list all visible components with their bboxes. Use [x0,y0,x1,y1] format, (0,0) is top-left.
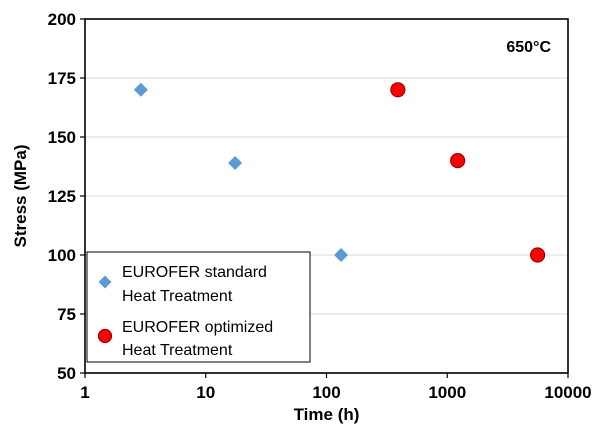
legend-box [86,251,311,363]
x-tick-label: 1 [80,383,89,402]
temperature-annotation: 650°C [506,39,551,56]
x-axis-ticks: 1 10 100 1000 10000 [80,373,592,402]
data-point-standard [334,248,349,262]
data-points [133,82,546,263]
legend-entry-optimized: EUROFER optimized Heat Treatment [97,319,273,359]
x-tick-label: 1000 [428,383,466,402]
y-tick-label: 75 [57,305,76,324]
legend-label-standard-line2: Heat Treatment [122,288,233,305]
x-tick-label: 100 [312,383,340,402]
x-tick-label: 10 [196,383,215,402]
legend-entry-standard: EUROFER standard Heat Treatment [98,264,267,305]
legend-diamond-marker [98,275,112,289]
legend-label-optimized-line2: Heat Treatment [122,342,233,359]
legend: EUROFER standard Heat Treatment EUROFER … [86,251,311,363]
data-point-optimized [450,153,466,169]
y-tick-label: 50 [57,364,76,383]
y-tick-label: 100 [48,246,76,265]
x-tick-label: 10000 [544,383,591,402]
data-point-standard [228,155,243,170]
y-tick-label: 150 [48,128,76,147]
y-tick-label: 175 [48,69,76,88]
y-axis-ticks: 50 75 100 125 150 175 200 [48,10,85,383]
x-axis-title: Time (h) [294,405,360,424]
legend-label-optimized-line1: EUROFER optimized [122,319,273,336]
y-tick-label: 200 [48,10,76,29]
data-point-standard [133,82,148,97]
legend-circle-marker [97,328,113,344]
legend-label-standard-line1: EUROFER standard [122,264,267,281]
data-point-optimized [390,82,406,98]
y-tick-label: 125 [48,187,76,206]
y-axis-title: Stress (MPa) [11,145,30,248]
data-point-optimized [529,247,546,263]
